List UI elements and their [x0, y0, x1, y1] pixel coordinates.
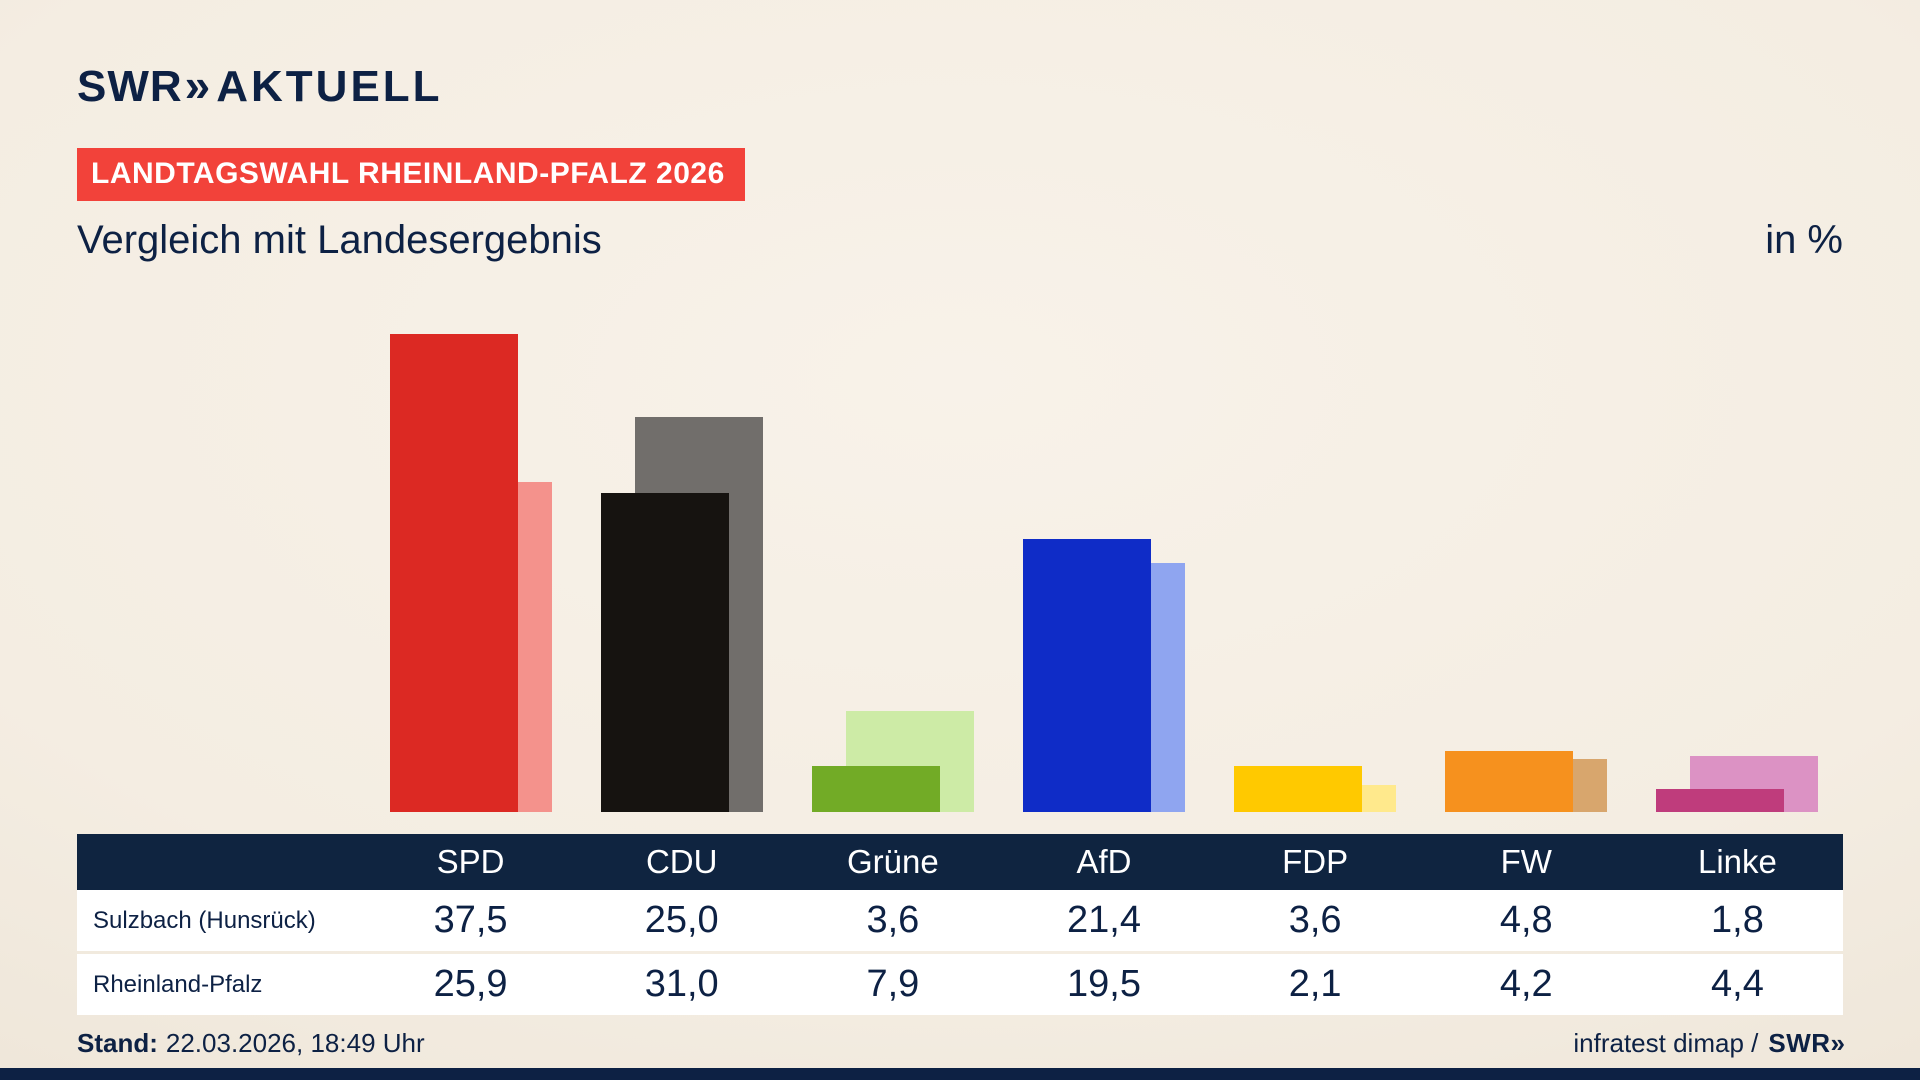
- bar-municipality-cdu: [600, 493, 729, 812]
- value-fw-row1: 4,2: [1499, 963, 1553, 1005]
- bar-pair-fw: [1445, 334, 1608, 812]
- chart-group-spd: [365, 334, 576, 812]
- value-gruene-row1: 7,9: [866, 963, 920, 1005]
- value-linke-row0: 1,8: [1711, 899, 1764, 941]
- swr-aktuell-logo: SWR » AKTUELL: [77, 58, 443, 112]
- column-header-spd: SPD: [436, 843, 505, 880]
- source-swr-logo: SWR»: [1768, 1028, 1846, 1058]
- value-gruene-row0: 3,6: [866, 899, 920, 941]
- logo-aktuell-text: AKTUELL: [216, 62, 443, 111]
- source-logo-swr-text: SWR: [1768, 1028, 1831, 1058]
- row-label: Rheinland-Pfalz: [93, 970, 263, 998]
- source-credit: infratest dimap / SWR»: [1573, 1028, 1846, 1059]
- value-fdp-row0: 3,6: [1288, 899, 1342, 941]
- value-afd-row0: 21,4: [1067, 899, 1141, 941]
- table-body: Sulzbach (Hunsrück) 37,5 25,0 3,6 21,4 3,6 4,8…: [77, 890, 1843, 1015]
- source-text: infratest dimap /: [1573, 1028, 1759, 1058]
- bar-municipality-gruene: [811, 766, 940, 812]
- stand-label: Stand:: [77, 1028, 158, 1058]
- value-linke-row1: 4,4: [1711, 963, 1764, 1005]
- bar-pair-spd: [389, 334, 552, 812]
- chart-group-fw: [1421, 334, 1632, 812]
- source-double-chevron-icon: »: [1830, 1028, 1846, 1058]
- bar-pair-cdu: [600, 334, 763, 812]
- value-spd-row1: 25,9: [433, 963, 508, 1005]
- bar-municipality-linke: [1656, 789, 1785, 812]
- bar-municipality-spd: [389, 334, 518, 812]
- column-header-gruene: Grüne: [846, 843, 939, 880]
- chart-group-linke: [1632, 334, 1843, 812]
- table-header-row: SPD CDU Grüne AfD FDP FW Linke: [77, 834, 1843, 890]
- column-header-fdp: FDP: [1282, 843, 1349, 880]
- chart-group-afd: [998, 334, 1209, 812]
- value-fdp-row1: 2,1: [1288, 963, 1342, 1005]
- value-spd-row0: 37,5: [433, 899, 508, 941]
- results-table: SPD CDU Grüne AfD FDP FW Linke Sulzbach (Hunsr…: [77, 834, 1843, 1015]
- value-afd-row1: 19,5: [1067, 963, 1141, 1005]
- chart-group-cdu: [576, 334, 787, 812]
- stand-value: 22.03.2026, 18:49 Uhr: [165, 1028, 425, 1058]
- column-header-afd: AfD: [1076, 843, 1132, 880]
- bar-pair-fdp: [1234, 334, 1397, 812]
- bar-municipality-fdp: [1234, 766, 1363, 812]
- title-row: Vergleich mit Landesergebnis in %: [77, 218, 1843, 263]
- logo-swr-text: SWR: [77, 62, 183, 111]
- chart-title: Vergleich mit Landesergebnis: [77, 218, 602, 262]
- bar-pair-gruene: [811, 334, 974, 812]
- row-label: Sulzbach (Hunsrück): [93, 906, 316, 934]
- column-header-cdu: CDU: [645, 843, 718, 880]
- unit-label: in %: [1765, 218, 1843, 262]
- value-cdu-row1: 31,0: [644, 963, 719, 1005]
- bottom-accent-bar: [0, 1068, 1920, 1080]
- table-row-rheinland-pfalz: Rheinland-Pfalz 25,9 31,0 7,9 19,5 2,1 4,2 4,4: [77, 954, 1843, 1015]
- table-header-spacer: [77, 834, 365, 890]
- bar-pair-afd: [1022, 334, 1185, 812]
- column-header-linke: Linke: [1697, 843, 1777, 880]
- column-header-fw: FW: [1500, 843, 1552, 880]
- bar-pair-linke: [1656, 334, 1819, 812]
- bar-municipality-afd: [1022, 539, 1151, 812]
- bar-chart: [365, 334, 1843, 812]
- election-badge: LANDTAGSWAHL RHEINLAND-PFALZ 2026: [77, 148, 745, 201]
- chart-group-gruene: [787, 334, 998, 812]
- value-fw-row0: 4,8: [1499, 899, 1553, 941]
- footer: Stand: 22.03.2026, 18:49 Uhr infratest di…: [77, 1028, 1846, 1059]
- table-row-sulzbach-hunsrueck-: Sulzbach (Hunsrück) 37,5 25,0 3,6 21,4 3,6 4,8…: [77, 890, 1843, 951]
- stand-timestamp: Stand: 22.03.2026, 18:49 Uhr: [77, 1028, 425, 1059]
- double-chevron-icon: »: [184, 59, 211, 111]
- value-cdu-row0: 25,0: [644, 899, 719, 941]
- chart-group-fdp: [1210, 334, 1421, 812]
- bar-municipality-fw: [1445, 750, 1574, 812]
